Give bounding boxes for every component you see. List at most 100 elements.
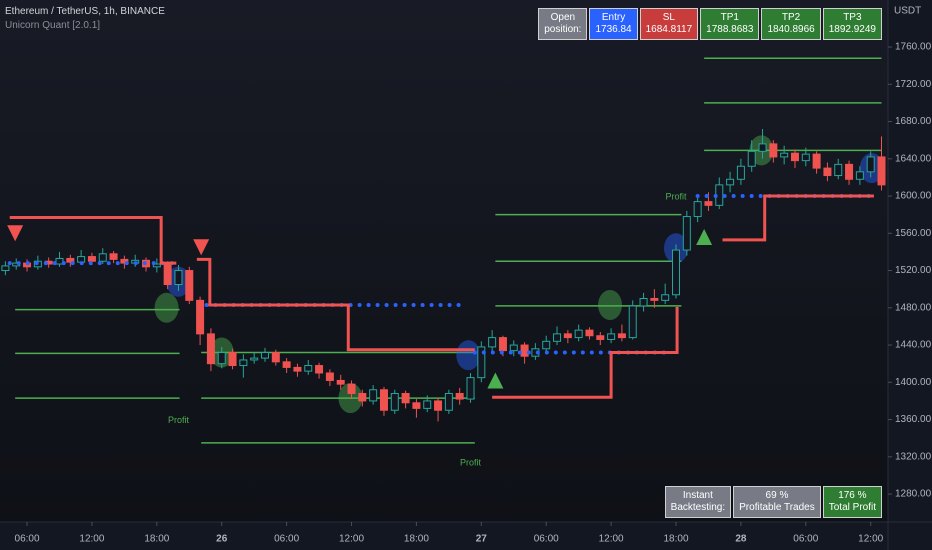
candle-body	[520, 344, 529, 357]
y-tick-label: 1520.00	[895, 265, 932, 276]
y-tick-label: 1280.00	[895, 489, 932, 500]
candle-body	[661, 294, 670, 301]
table-cell: TP1 1788.8683	[700, 8, 760, 40]
candle-body	[239, 359, 248, 367]
signal-triangle	[696, 229, 713, 246]
candle-body	[628, 305, 637, 339]
candle-body	[736, 165, 745, 180]
x-tick-label: 12:00	[599, 534, 624, 545]
candle-body	[358, 392, 367, 402]
cell-text: 1788.8683	[706, 24, 754, 35]
candle-body	[196, 299, 205, 335]
candle-body	[369, 389, 378, 402]
profit-label: Profit	[168, 415, 190, 425]
candle-body	[325, 372, 334, 381]
candle-body	[379, 389, 388, 411]
candle-body	[726, 178, 735, 186]
candle-body	[390, 392, 399, 411]
candle-body	[120, 258, 129, 264]
cell-text: Entry	[601, 12, 626, 23]
cell-text: 176 %	[838, 490, 867, 501]
candle-body	[780, 152, 789, 158]
candle-body	[109, 253, 118, 260]
candle-body	[185, 270, 194, 301]
cell-text: Instant	[682, 490, 713, 501]
candle-body	[693, 201, 702, 218]
y-tick-label: 1720.00	[895, 79, 932, 90]
table-cell: 176 % Total Profit	[822, 486, 882, 518]
symbol-title: Ethereum / TetherUS, 1h, BINANCE	[5, 6, 165, 17]
cell-text: Open	[550, 12, 576, 23]
cell-text: Backtesting:	[670, 502, 726, 513]
candle-body	[315, 365, 324, 374]
candle-body	[769, 143, 778, 158]
stop-line	[9, 215, 177, 265]
x-tick-label: 06:00	[15, 534, 40, 545]
profit-label: Profit	[665, 191, 687, 201]
candle-body	[206, 333, 215, 365]
backtest-table: Instant Backtesting: 69 % Profitable Trades…	[664, 486, 882, 518]
x-tick-label: 18:00	[144, 534, 169, 545]
y-unit-label: USDT	[894, 6, 921, 17]
candle-body	[98, 253, 107, 262]
stop-line	[196, 257, 475, 352]
candle-body	[790, 152, 799, 162]
hit-circle	[154, 292, 179, 323]
table-cell: Open position:	[538, 8, 588, 40]
candle-body	[758, 143, 767, 152]
signal-triangle	[193, 239, 210, 256]
x-tick-label: 12:00	[339, 534, 364, 545]
candle-body	[260, 352, 269, 359]
candle-body	[542, 340, 551, 350]
x-tick-label: 18:00	[663, 534, 688, 545]
table-cell: TP3 1892.9249	[822, 8, 882, 40]
cell-text: TP2	[781, 12, 801, 23]
candle-body	[682, 216, 691, 251]
y-tick-label: 1760.00	[895, 42, 932, 53]
price-axis	[888, 0, 932, 550]
cell-text: 69 %	[765, 490, 789, 501]
candle-body	[617, 333, 626, 339]
candle-body	[823, 167, 832, 177]
candle-body	[66, 257, 75, 263]
time-axis	[0, 522, 932, 550]
candle-body	[747, 150, 756, 167]
candle-body	[650, 297, 659, 301]
table-cell: TP2 1840.8966	[761, 8, 821, 40]
candle-body	[87, 256, 96, 262]
y-tick-label: 1440.00	[895, 340, 932, 351]
candle-body	[174, 270, 183, 286]
cell-text: position:	[544, 24, 582, 35]
x-tick-label: 18:00	[404, 534, 429, 545]
candle-body	[801, 153, 810, 162]
candle-body	[163, 263, 172, 286]
cell-text: TP3	[843, 12, 862, 23]
candle-body	[250, 357, 259, 361]
candle-body	[1, 265, 10, 272]
signal-triangle	[7, 225, 24, 242]
x-tick-label: 12:00	[79, 534, 104, 545]
cell-text: 1840.8966	[767, 24, 815, 35]
candle-body	[444, 392, 453, 411]
cell-text: Total Profit	[828, 502, 876, 513]
candle-body	[336, 379, 345, 385]
table-cell: Instant Backtesting:	[664, 486, 732, 518]
cell-text: Profitable Trades	[739, 502, 815, 513]
cell-text: 1736.84	[595, 24, 632, 35]
candle-body	[509, 344, 518, 352]
candle-body	[855, 171, 864, 180]
candle-body	[271, 352, 280, 363]
candle-body	[455, 392, 464, 400]
indicator-name: Unicorn Quant [2.0.1]	[5, 20, 101, 31]
candle-body	[845, 163, 854, 180]
candle-body	[607, 333, 616, 340]
candle-body	[282, 361, 291, 368]
candle-body	[466, 377, 475, 400]
candle-body	[434, 400, 443, 411]
candle-body	[563, 333, 572, 339]
y-tick-label: 1400.00	[895, 377, 932, 388]
cell-text: SL	[662, 12, 675, 23]
candle-body	[585, 329, 594, 337]
